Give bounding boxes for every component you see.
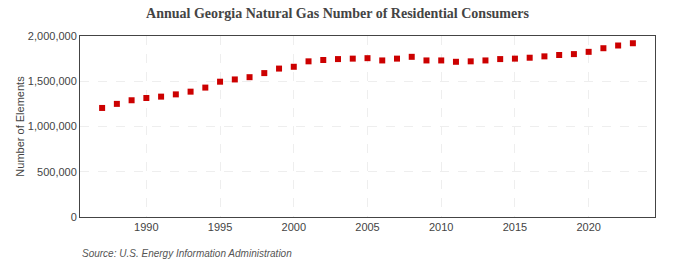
svg-text:2010: 2010 xyxy=(429,221,453,233)
svg-text:0: 0 xyxy=(71,211,77,223)
svg-text:Number of Elements: Number of Elements xyxy=(14,76,26,177)
svg-text:1,000,000: 1,000,000 xyxy=(28,120,77,132)
svg-text:Source: U.S. Energy Informatio: Source: U.S. Energy Information Administ… xyxy=(82,248,292,259)
svg-text:2015: 2015 xyxy=(503,221,527,233)
svg-text:1995: 1995 xyxy=(208,221,232,233)
svg-text:1990: 1990 xyxy=(134,221,158,233)
svg-text:2000: 2000 xyxy=(282,221,306,233)
svg-text:2,000,000: 2,000,000 xyxy=(28,30,77,42)
svg-text:2020: 2020 xyxy=(576,221,600,233)
svg-text:500,000: 500,000 xyxy=(37,166,77,178)
svg-text:2005: 2005 xyxy=(355,221,379,233)
svg-text:1,500,000: 1,500,000 xyxy=(28,75,77,87)
svg-text:Annual Georgia Natural Gas Num: Annual Georgia Natural Gas Number of Res… xyxy=(146,6,529,21)
